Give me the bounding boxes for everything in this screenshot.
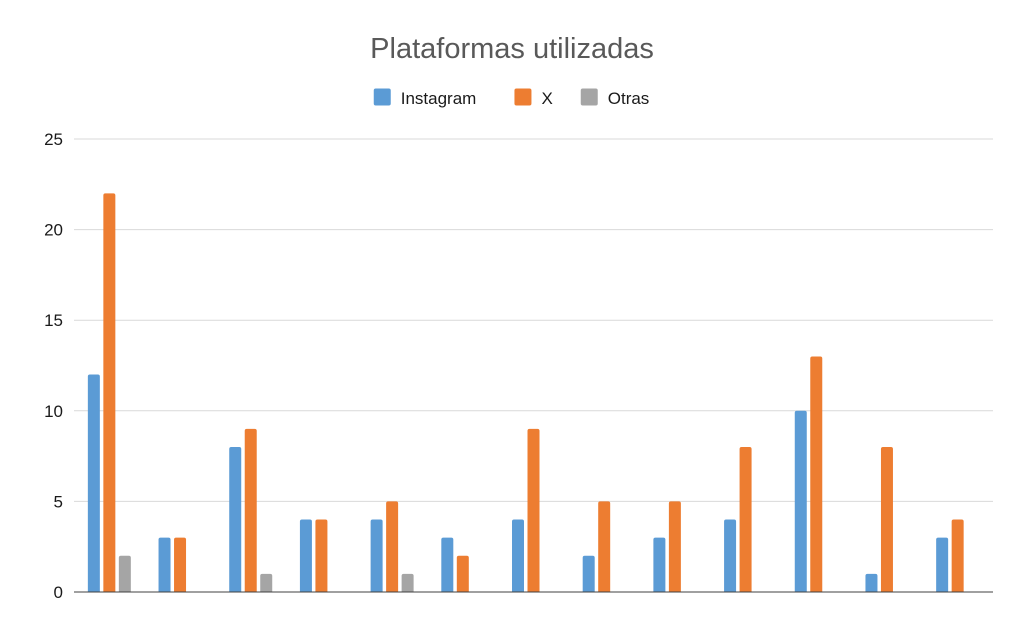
bar-otras	[118, 555, 131, 592]
legend-swatch-x	[514, 88, 532, 106]
chart-title: Plataformas utilizadas	[370, 33, 654, 65]
y-tick-label: 5	[54, 492, 63, 511]
bar-instagram	[582, 555, 595, 592]
gridlines	[74, 138, 993, 502]
bar-x	[103, 193, 116, 593]
legend-label-otras: Otras	[608, 89, 650, 108]
bar-x	[244, 428, 257, 592]
legend-label-instagram: Instagram	[401, 89, 477, 108]
bar-instagram	[936, 537, 949, 592]
bar-instagram	[299, 519, 312, 592]
bar-x	[951, 519, 964, 592]
bar-otras	[260, 573, 273, 592]
bar-instagram	[441, 537, 454, 592]
bar-x	[527, 428, 540, 592]
bar-x	[598, 501, 611, 592]
y-tick-label: 15	[44, 311, 63, 330]
bar-x	[880, 447, 893, 592]
legend: Instagram X Otras	[373, 88, 650, 108]
y-axis-ticks: 0 5 10 15 20 25	[44, 130, 63, 602]
bar-x	[315, 519, 328, 592]
bar-instagram	[794, 410, 807, 592]
bar-x	[668, 501, 681, 592]
y-tick-label: 20	[44, 221, 63, 240]
legend-swatch-instagram	[373, 88, 391, 106]
bar-instagram	[87, 374, 100, 592]
y-tick-label: 25	[44, 130, 63, 149]
bar-instagram	[653, 537, 666, 592]
bar-instagram	[512, 519, 524, 592]
bar-x	[739, 447, 752, 592]
y-tick-label: 10	[44, 402, 63, 421]
bar-x	[456, 555, 469, 592]
bar-x	[810, 356, 823, 592]
bar-instagram	[724, 519, 737, 592]
bar-otras	[401, 573, 414, 592]
bar-instagram	[158, 537, 171, 592]
bar-instagram	[370, 519, 383, 592]
legend-label-x: X	[541, 89, 552, 108]
legend-swatch-otras	[580, 88, 598, 106]
y-tick-label: 0	[54, 583, 63, 602]
bars	[87, 193, 964, 593]
bar-instagram	[865, 573, 878, 592]
bar-instagram	[229, 447, 242, 592]
bar-x	[386, 501, 399, 592]
bar-x	[174, 537, 187, 592]
